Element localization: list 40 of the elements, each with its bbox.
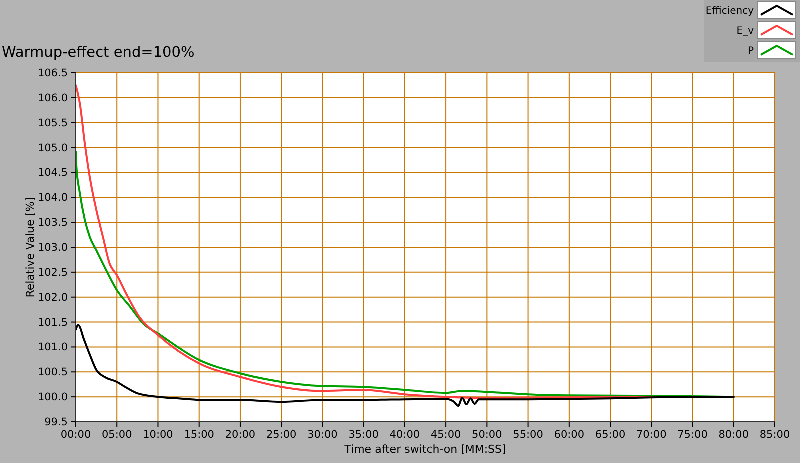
y-tick-label: 105.5 bbox=[38, 117, 68, 130]
x-tick-label: 25:00 bbox=[266, 429, 297, 441]
y-tick-label: 102.0 bbox=[38, 292, 68, 304]
legend-label: E_v bbox=[736, 26, 754, 37]
x-tick-label: 40:00 bbox=[390, 429, 420, 441]
y-tick-label: 103.5 bbox=[38, 217, 68, 230]
x-tick-label: 85:00 bbox=[760, 429, 790, 441]
y-tick-label: 102.5 bbox=[38, 266, 68, 279]
y-tick-label: 99.5 bbox=[44, 416, 68, 428]
x-tick-label: 30:00 bbox=[308, 429, 338, 441]
x-tick-label: 35:00 bbox=[348, 429, 379, 441]
legend-label: P bbox=[748, 46, 754, 57]
x-tick-label: 75:00 bbox=[678, 429, 708, 441]
x-tick-label: 15:00 bbox=[184, 429, 214, 441]
x-tick-label: 20:00 bbox=[225, 429, 256, 441]
legend-label: Efficiency bbox=[706, 6, 754, 17]
y-tick-label: 106.5 bbox=[38, 68, 68, 80]
y-tick-label: 104.0 bbox=[38, 192, 68, 204]
x-tick-label: 05:00 bbox=[102, 429, 132, 441]
x-tick-label: 60:00 bbox=[554, 429, 585, 441]
x-tick-label: 65:00 bbox=[595, 429, 626, 441]
x-tick-label: 10:00 bbox=[143, 429, 174, 441]
y-tick-label: 100.0 bbox=[38, 392, 68, 404]
x-axis-title: Time after switch-on [MM:SS] bbox=[344, 443, 506, 456]
y-tick-label: 106.0 bbox=[38, 92, 68, 104]
chart-title: Warmup-effect end=100% bbox=[2, 45, 195, 61]
y-tick-label: 103.0 bbox=[38, 242, 68, 254]
x-tick-label: 80:00 bbox=[718, 429, 750, 441]
y-tick-label: 100.5 bbox=[38, 366, 68, 379]
y-tick-label: 104.5 bbox=[38, 167, 68, 180]
y-axis-title: Relative Value [%] bbox=[24, 197, 37, 298]
y-tick-label: 105.0 bbox=[38, 142, 68, 154]
x-tick-label: 70:00 bbox=[636, 429, 667, 441]
x-tick-label: 00:00 bbox=[60, 429, 92, 441]
x-tick-label: 50:00 bbox=[472, 429, 502, 441]
x-tick-label: 45:00 bbox=[430, 429, 462, 441]
y-tick-label: 101.5 bbox=[38, 316, 68, 329]
line-series bbox=[75, 324, 735, 408]
y-tick-label: 101.0 bbox=[38, 342, 68, 354]
x-tick-label: 55:00 bbox=[513, 429, 544, 441]
